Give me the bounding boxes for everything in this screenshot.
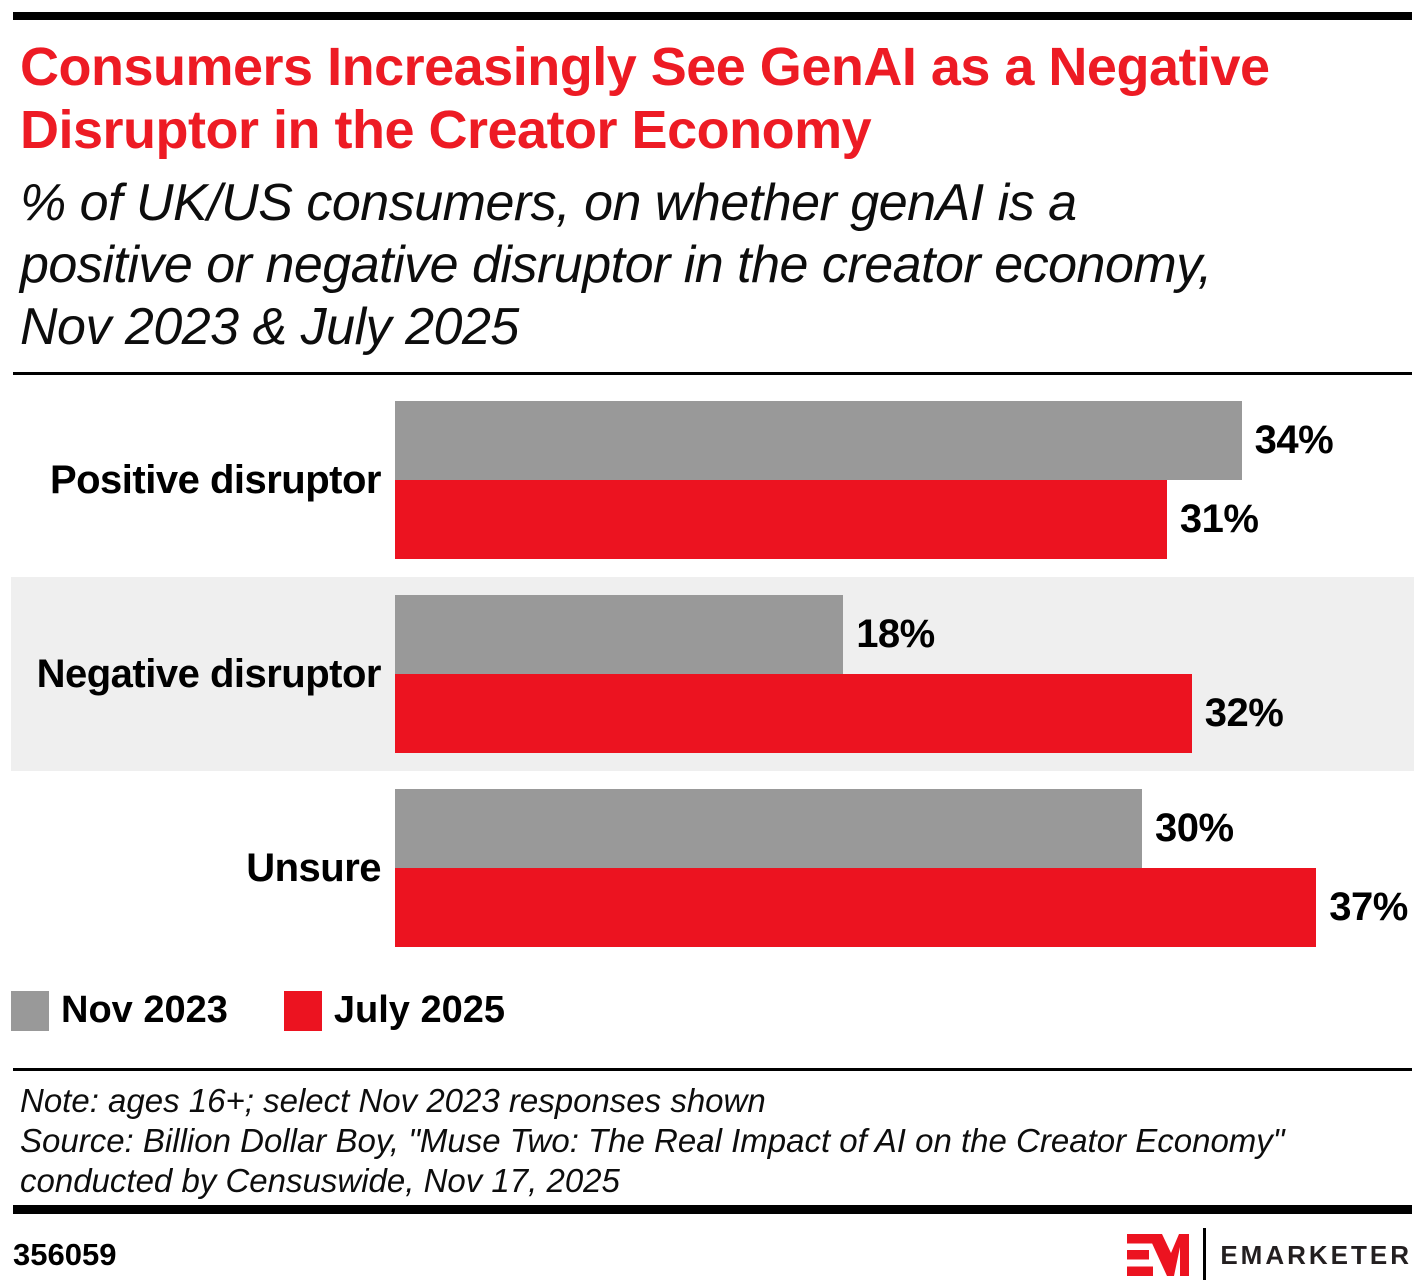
value-label: 30% xyxy=(1155,806,1234,850)
bar xyxy=(395,674,1192,753)
value-label: 32% xyxy=(1204,691,1284,735)
category-label: Negative disruptor xyxy=(36,651,382,696)
chart-footer: 356059 EMARKETER xyxy=(13,1228,1412,1280)
header-divider xyxy=(13,372,1412,375)
chart-legend: Nov 2023 July 2025 xyxy=(11,989,1425,1032)
value-label: 37% xyxy=(1329,885,1408,929)
chart-subtitle: % of UK/US consumers, on whether genAI i… xyxy=(20,174,1212,356)
value-label: 31% xyxy=(1179,497,1259,541)
chart-row: Positive disruptor 34% 31% xyxy=(11,383,1414,577)
notes-divider xyxy=(13,1068,1412,1071)
bar xyxy=(395,868,1317,947)
chart-row: Unsure 30% 37% xyxy=(11,771,1414,965)
bar xyxy=(395,789,1142,868)
legend-label: Nov 2023 xyxy=(61,989,228,1031)
bar xyxy=(395,595,844,674)
legend-item: Nov 2023 xyxy=(11,989,228,1032)
bar-line: 18% xyxy=(395,595,1414,674)
bar xyxy=(395,401,1242,480)
footer-accent-bar xyxy=(13,1205,1412,1214)
category-label: Positive disruptor xyxy=(49,457,382,502)
brand-divider xyxy=(1203,1228,1207,1280)
emarketer-logo-icon xyxy=(1127,1234,1190,1276)
top-accent-bar xyxy=(13,12,1412,20)
chart-id: 356059 xyxy=(13,1237,117,1272)
brand-wordmark: EMARKETER xyxy=(1220,1239,1412,1270)
value-label: 34% xyxy=(1254,418,1334,462)
bar-line: 34% xyxy=(395,401,1414,480)
bar-chart: Positive disruptor 34% 31% Negative disr… xyxy=(11,375,1414,965)
legend-swatch-icon xyxy=(283,990,322,1031)
bar-group: 30% 37% xyxy=(395,789,1414,947)
bar-group: 34% 31% xyxy=(395,401,1414,559)
legend-swatch-icon xyxy=(11,990,49,1031)
chart-row: Negative disruptor 18% 32% xyxy=(11,577,1414,771)
chart-notes: Note: ages 16+; select Nov 2023 response… xyxy=(20,1082,1285,1199)
bar-group: 18% 32% xyxy=(395,595,1414,753)
bar-line: 37% xyxy=(395,868,1414,947)
bar xyxy=(395,480,1167,559)
category-label: Unsure xyxy=(246,845,381,890)
bar-line: 32% xyxy=(395,674,1414,753)
bar-line: 30% xyxy=(395,789,1414,868)
legend-item: July 2025 xyxy=(283,989,506,1032)
chart-title: Consumers Increasingly See GenAI as a Ne… xyxy=(20,37,1270,160)
brand-block: EMARKETER xyxy=(1127,1228,1412,1280)
bar-line: 31% xyxy=(395,480,1414,559)
legend-label: July 2025 xyxy=(333,989,506,1031)
value-label: 18% xyxy=(856,612,935,656)
